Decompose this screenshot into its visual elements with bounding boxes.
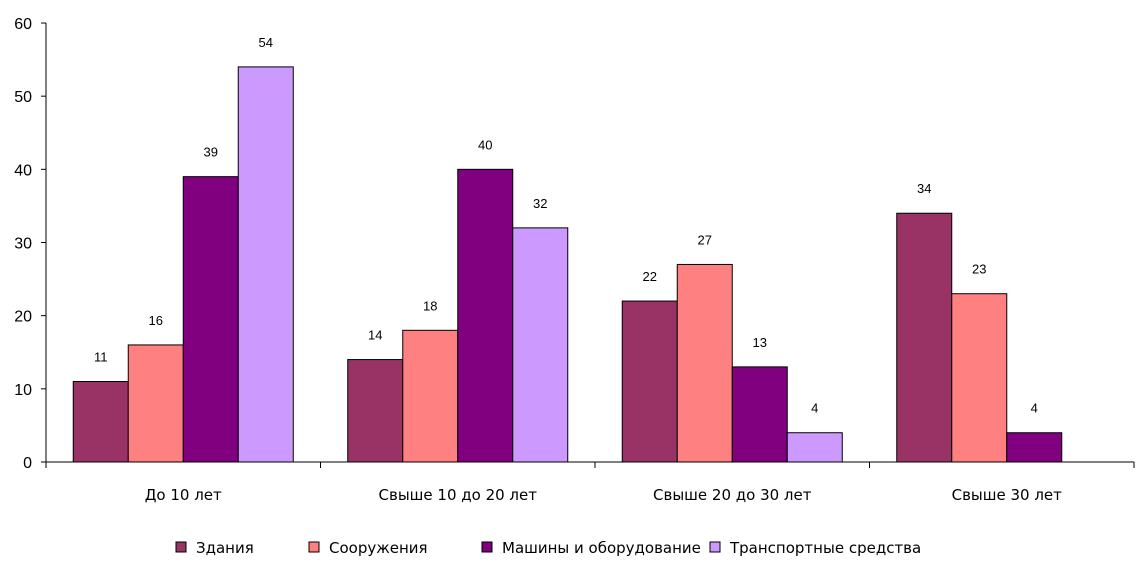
bar bbox=[621, 300, 678, 463]
bar bbox=[402, 329, 459, 463]
bar bbox=[72, 381, 129, 463]
data-label: 4 bbox=[811, 401, 818, 416]
legend-swatch bbox=[175, 541, 187, 553]
legend-swatch bbox=[709, 541, 721, 553]
legend-label: Машины и оборудование bbox=[502, 539, 701, 557]
legend-label: Здания bbox=[196, 539, 254, 557]
legend-label: Сооружения bbox=[329, 539, 428, 557]
legend-swatch bbox=[481, 541, 493, 553]
data-labels-group: 11 16 39 54 14 18 40 32 22 27 13 4 34 23 4 bbox=[94, 35, 1038, 416]
data-label: 4 bbox=[1031, 401, 1038, 416]
bar bbox=[512, 227, 569, 463]
x-tick-label: Свыше 30 лет bbox=[952, 486, 1063, 504]
data-label: 14 bbox=[368, 328, 382, 343]
bar bbox=[1006, 432, 1063, 463]
y-tick-label: 40 bbox=[14, 162, 32, 179]
bars-group bbox=[72, 66, 1063, 463]
data-label: 11 bbox=[94, 350, 108, 365]
data-label: 16 bbox=[149, 313, 163, 328]
bar bbox=[676, 263, 733, 463]
bar bbox=[457, 168, 514, 463]
bar bbox=[237, 66, 294, 463]
data-label: 40 bbox=[478, 137, 492, 152]
bar bbox=[127, 344, 184, 463]
y-axis: 0 10 20 30 40 50 60 bbox=[14, 16, 47, 472]
bar bbox=[951, 293, 1008, 463]
data-label: 13 bbox=[753, 335, 767, 350]
legend-swatch bbox=[308, 541, 320, 553]
data-label: 23 bbox=[972, 262, 986, 277]
y-tick-label: 20 bbox=[14, 309, 32, 326]
x-tick-label: До 10 лет bbox=[145, 486, 222, 504]
bar bbox=[786, 432, 843, 463]
legend-label: Транспортные средства bbox=[729, 539, 921, 557]
bar bbox=[182, 176, 239, 463]
y-tick-label: 50 bbox=[14, 89, 32, 106]
data-label: 54 bbox=[259, 35, 273, 50]
y-tick-label: 60 bbox=[14, 16, 32, 33]
data-label: 22 bbox=[643, 269, 657, 284]
bar bbox=[731, 366, 788, 463]
data-label: 18 bbox=[423, 298, 437, 313]
y-tick-label: 10 bbox=[14, 382, 32, 399]
data-label: 34 bbox=[917, 181, 931, 196]
y-tick-label: 0 bbox=[23, 455, 32, 472]
legend: Здания Сооружения Машины и оборудование Тра… bbox=[175, 539, 921, 557]
data-label: 32 bbox=[533, 196, 547, 211]
bar bbox=[896, 212, 953, 463]
data-label: 39 bbox=[204, 145, 218, 160]
y-tick-label: 30 bbox=[14, 236, 32, 253]
data-label: 27 bbox=[698, 232, 712, 247]
x-tick-label: Свыше 10 до 20 лет bbox=[379, 486, 538, 504]
bar bbox=[347, 359, 404, 463]
x-axis: До 10 лет Свыше 10 до 20 лет Свыше 20 до 3… bbox=[45, 461, 1135, 504]
x-tick-label: Свыше 20 до 30 лет bbox=[653, 486, 812, 504]
